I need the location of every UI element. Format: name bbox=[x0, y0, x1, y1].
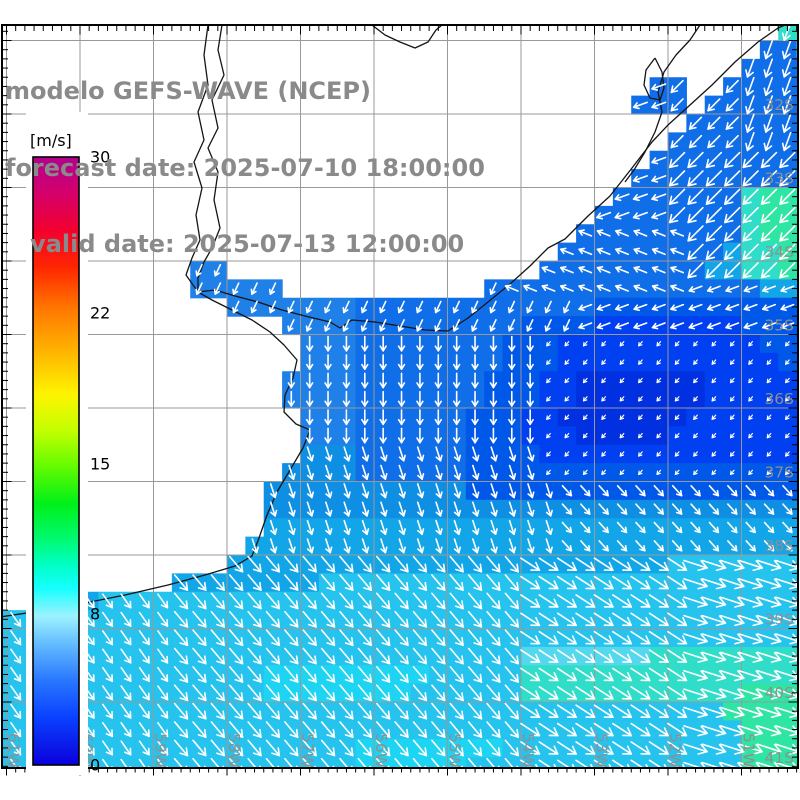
lon-label: 51W bbox=[740, 733, 758, 768]
colorbar: 30 22 15 8 0 bbox=[26, 112, 110, 775]
lon-label: 53W bbox=[593, 733, 611, 768]
lon-label: 52W bbox=[666, 733, 684, 768]
lat-label: 37S bbox=[764, 464, 794, 482]
valid-date-line: valid date: 2025-07-13 12:00:00 bbox=[5, 230, 465, 258]
lat-label: 39S bbox=[764, 611, 794, 629]
lat-label: 41S bbox=[764, 749, 794, 767]
lat-label: 34S bbox=[764, 243, 794, 261]
colorbar-tick-label: 22 bbox=[90, 304, 110, 323]
lat-label: 40S bbox=[764, 684, 794, 702]
forecast-date-line: forecast date: 2025-07-10 18:00:00 bbox=[5, 153, 485, 182]
map-frame bbox=[1, 24, 799, 769]
lat-label: 32S bbox=[764, 96, 794, 114]
lon-label: 59W bbox=[152, 733, 170, 768]
lat-label: 36S bbox=[764, 390, 794, 408]
lon-label: 57W bbox=[299, 733, 317, 768]
lon-label: 56W bbox=[372, 733, 390, 768]
lon-label: 54W bbox=[519, 733, 537, 768]
colorbar-tick-label: 30 bbox=[90, 148, 110, 167]
lat-label: 38S bbox=[764, 537, 794, 555]
colorbar-tick-label: 0 bbox=[90, 756, 100, 775]
lat-label: 35S bbox=[764, 317, 794, 335]
colorbar-gradient-bar bbox=[32, 156, 80, 766]
axis-labels: 32S33S34S35S36S37S38S39S40S41S61W60W59W5… bbox=[5, 96, 795, 768]
colorbar-tick-label: 8 bbox=[90, 605, 100, 624]
lat-label: 33S bbox=[764, 170, 794, 188]
lon-label: 58W bbox=[225, 733, 243, 768]
lon-label: 55W bbox=[446, 733, 464, 768]
lon-label: 61W bbox=[5, 733, 23, 768]
coastline bbox=[2, 25, 786, 618]
model-name-title: modelo GEFS-WAVE (NCEP) bbox=[5, 77, 371, 105]
colorbar-tick-label: 15 bbox=[90, 455, 110, 474]
colorbar-unit-label: [m/s] bbox=[30, 131, 72, 150]
wind-direction-arrows bbox=[10, 25, 798, 768]
map-title-block: modelo GEFS-WAVE (NCEP) forecast date: 2… bbox=[5, 28, 485, 309]
